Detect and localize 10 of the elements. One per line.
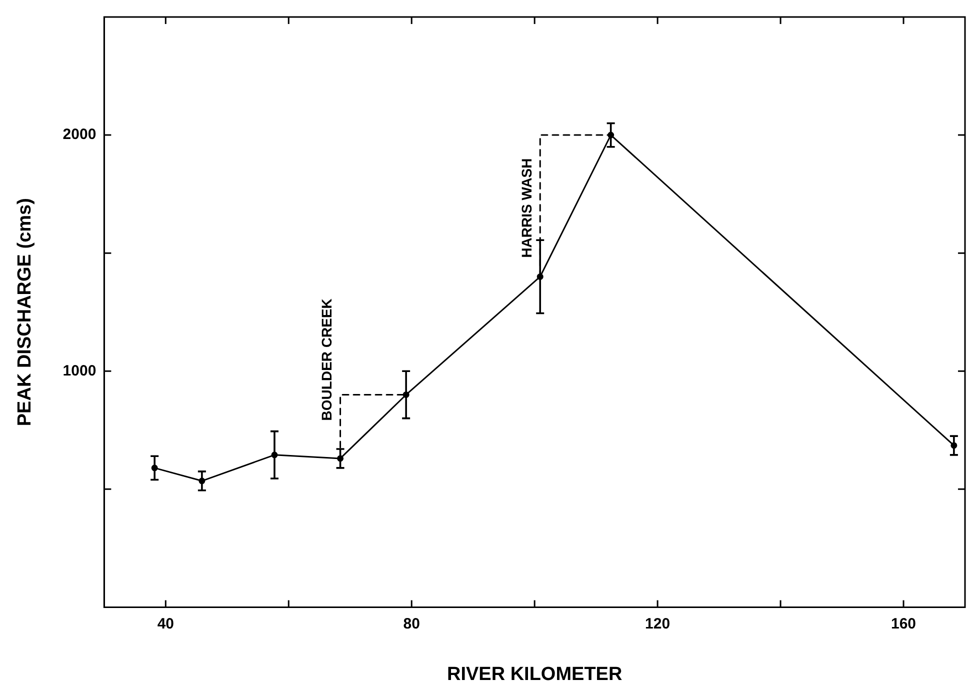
y-tick-label: 1000 [62, 362, 96, 380]
y-axis-title: PEAK DISCHARGE (cms) [14, 198, 36, 426]
x-tick-label: 120 [645, 615, 670, 632]
annotation: BOULDER CREEK [318, 298, 334, 421]
x-tick-label: 40 [157, 615, 174, 632]
y-tick-label: 2000 [62, 126, 96, 144]
x-tick-label: 80 [403, 615, 420, 632]
x-axis-title: RIVER KILOMETER [446, 664, 622, 685]
annotation: HARRIS WASH [518, 158, 534, 258]
x-tick-label: 160 [890, 615, 916, 632]
